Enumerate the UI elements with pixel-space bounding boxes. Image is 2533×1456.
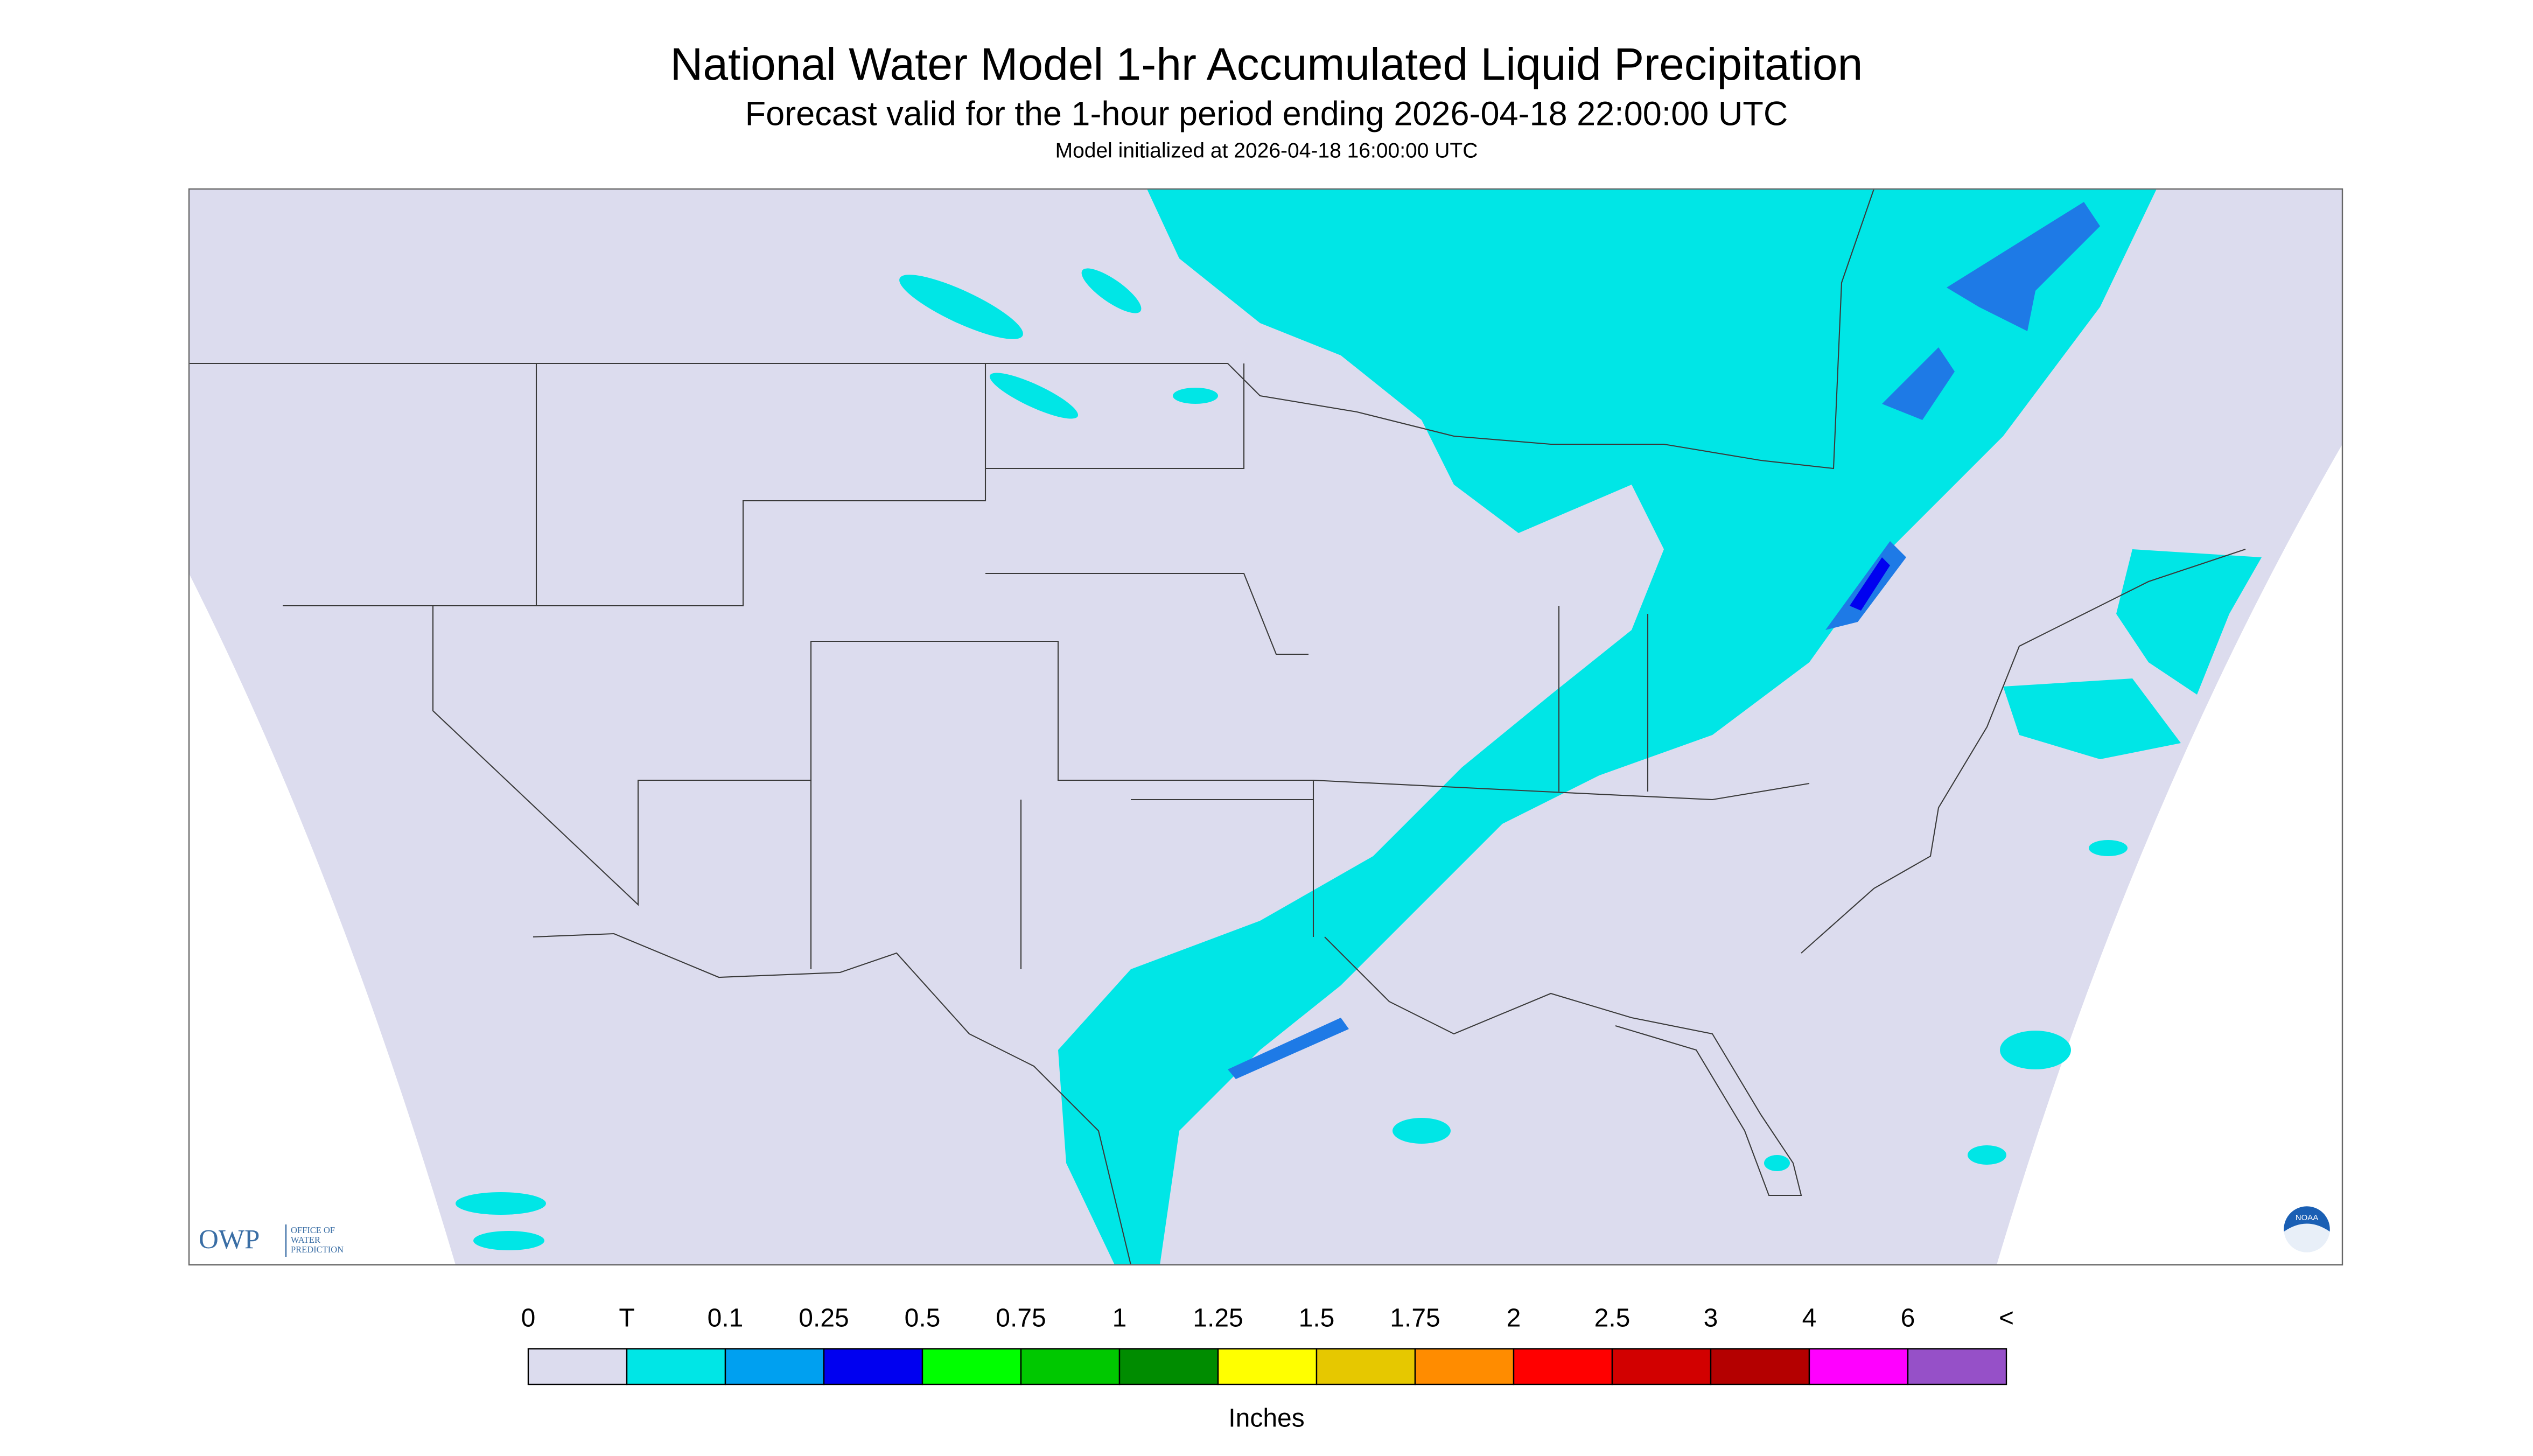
legend-label: 0.75 <box>996 1304 1046 1333</box>
legend-swatch <box>724 1348 825 1385</box>
projection-edge <box>189 573 456 1265</box>
legend-label: 1 <box>1112 1304 1127 1333</box>
legend-label: < <box>1999 1304 2014 1333</box>
logo-acronym: OWP <box>199 1225 260 1255</box>
legend-label: 1.5 <box>1299 1304 1335 1333</box>
logo-text: WATER <box>291 1235 320 1245</box>
legend-unit: Inches <box>1228 1404 1304 1433</box>
legend-swatch <box>626 1348 726 1385</box>
legend-label: 0 <box>521 1304 536 1333</box>
noaa-label: NOAA <box>2296 1213 2319 1222</box>
legend-swatch <box>1414 1348 1515 1385</box>
precipitation <box>456 189 2262 1265</box>
legend-swatch <box>1118 1348 1219 1385</box>
legend-swatch <box>527 1348 628 1385</box>
legend-label: 6 <box>1901 1304 1915 1333</box>
map-frame <box>188 188 2343 1266</box>
legend-swatch <box>1808 1348 1909 1385</box>
legend-swatch <box>1907 1348 2007 1385</box>
legend-swatch <box>1611 1348 1712 1385</box>
legend-label: 0.1 <box>708 1304 744 1333</box>
legend-swatch <box>1217 1348 1318 1385</box>
logo-text: OFFICE OF <box>291 1225 335 1235</box>
legend-label: 0.25 <box>799 1304 849 1333</box>
legend-label: 0.5 <box>905 1304 941 1333</box>
subtitle: Forecast valid for the 1-hour period end… <box>745 95 1788 133</box>
legend-label: 1.75 <box>1390 1304 1440 1333</box>
legend-swatch <box>1316 1348 1416 1385</box>
legend-swatch <box>823 1348 923 1385</box>
legend-swatch <box>1020 1348 1121 1385</box>
legend-swatch <box>1710 1348 1810 1385</box>
legend-label: 4 <box>1802 1304 1817 1333</box>
projection-edge <box>1997 444 2342 1265</box>
legend-label: 2.5 <box>1594 1304 1631 1333</box>
legend-swatch <box>1513 1348 1613 1385</box>
legend-swatch <box>921 1348 1022 1385</box>
legend-label: T <box>619 1304 634 1333</box>
legend: 0 T 0.1 0.25 0.5 0.75 1 1.25 1.5 1.75 2 2.5 3 4 6 < <box>521 1304 2014 1385</box>
boundaries <box>189 189 2246 1265</box>
init-note: Model initialized at 2026-04-18 16:00:00… <box>1055 139 1478 162</box>
legend-label: 1.25 <box>1193 1304 1243 1333</box>
legend-label: 2 <box>1507 1304 1521 1333</box>
map: OWP OFFICE OF WATER PREDICTION NOAA <box>188 188 2343 1266</box>
logo-text: PREDICTION <box>291 1244 344 1255</box>
title: National Water Model 1-hr Accumulated Li… <box>670 39 1863 89</box>
legend-label: 3 <box>1704 1304 1718 1333</box>
